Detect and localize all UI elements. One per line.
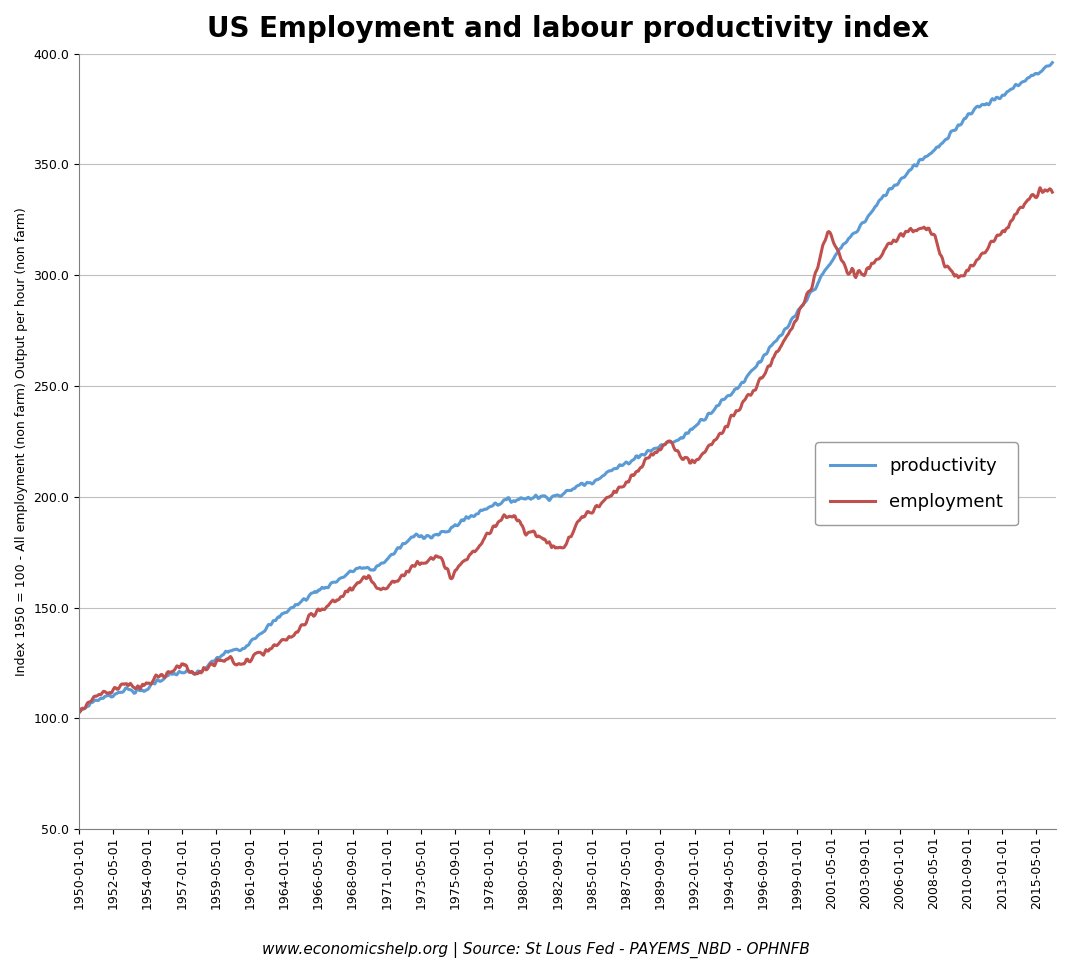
Y-axis label: Index 1950 = 100 - All employment (non farm) Output per hour (non farm): Index 1950 = 100 - All employment (non f… xyxy=(15,207,28,676)
Line: productivity: productivity xyxy=(79,63,1053,710)
Line: employment: employment xyxy=(79,188,1053,713)
Legend: productivity, employment: productivity, employment xyxy=(815,442,1017,526)
Title: US Employment and labour productivity index: US Employment and labour productivity in… xyxy=(207,15,929,43)
Text: www.economicshelp.org | Source: St Lous Fed - PAYEMS_NBD - OPHNFB: www.economicshelp.org | Source: St Lous … xyxy=(261,942,810,958)
